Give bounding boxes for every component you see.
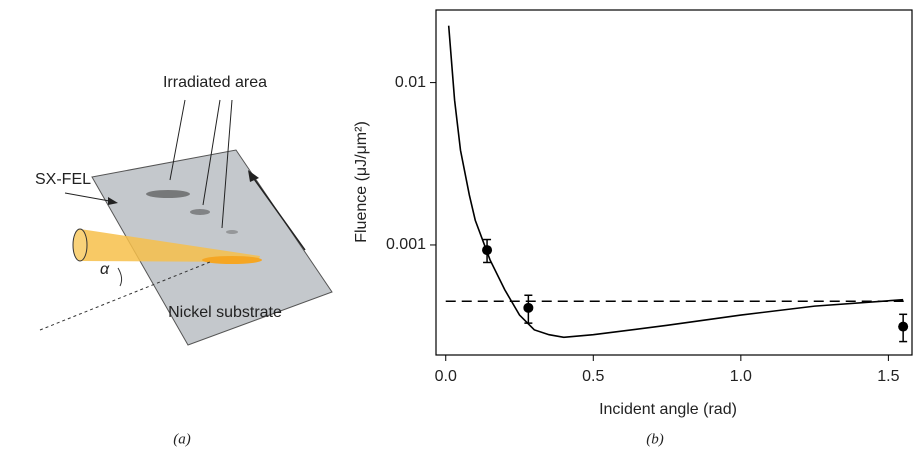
angle-arc [117, 267, 123, 287]
y-tick-label: 0.01 [395, 74, 426, 91]
arrowhead [108, 197, 118, 205]
data-point [523, 302, 534, 313]
x-tick-label: 1.0 [730, 368, 752, 385]
beam-source [72, 228, 88, 262]
caption: (b) [646, 431, 664, 447]
caption: (a) [173, 431, 191, 447]
beam [80, 229, 260, 262]
y-tick-label: 0.001 [386, 236, 426, 253]
data-point [898, 321, 909, 332]
spot [226, 230, 238, 234]
pointer [221, 99, 233, 229]
dashed-reference [39, 261, 211, 331]
x-tick-label: 0.5 [582, 368, 604, 385]
x-tick-label: 1.5 [877, 368, 899, 385]
curve [447, 25, 904, 339]
pointer [169, 99, 186, 181]
label: SX-FEL [35, 171, 91, 188]
label: Irradiated area [163, 74, 267, 91]
pointer [64, 192, 116, 203]
arrow [251, 175, 306, 251]
label: α [100, 261, 110, 278]
spot [146, 190, 190, 198]
spot [190, 209, 210, 215]
data-point [482, 245, 493, 256]
arrowhead [248, 170, 259, 182]
pointer [202, 99, 221, 206]
label: Nickel substrate [168, 304, 282, 321]
x-tick-label: 0.0 [435, 368, 457, 385]
diagram: Irradiated area SX-FEL α Nickel substrat… [35, 74, 333, 447]
y-axis-label: Fluence (μJ/μm²) [353, 121, 370, 243]
x-axis-label: Incident angle (rad) [599, 401, 737, 418]
beam-spot [202, 256, 262, 264]
chart: (b) Incident angle (rad) Fluence (μJ/μm²… [353, 121, 737, 447]
plot-frame [435, 9, 913, 356]
substrate-plate [91, 149, 333, 346]
